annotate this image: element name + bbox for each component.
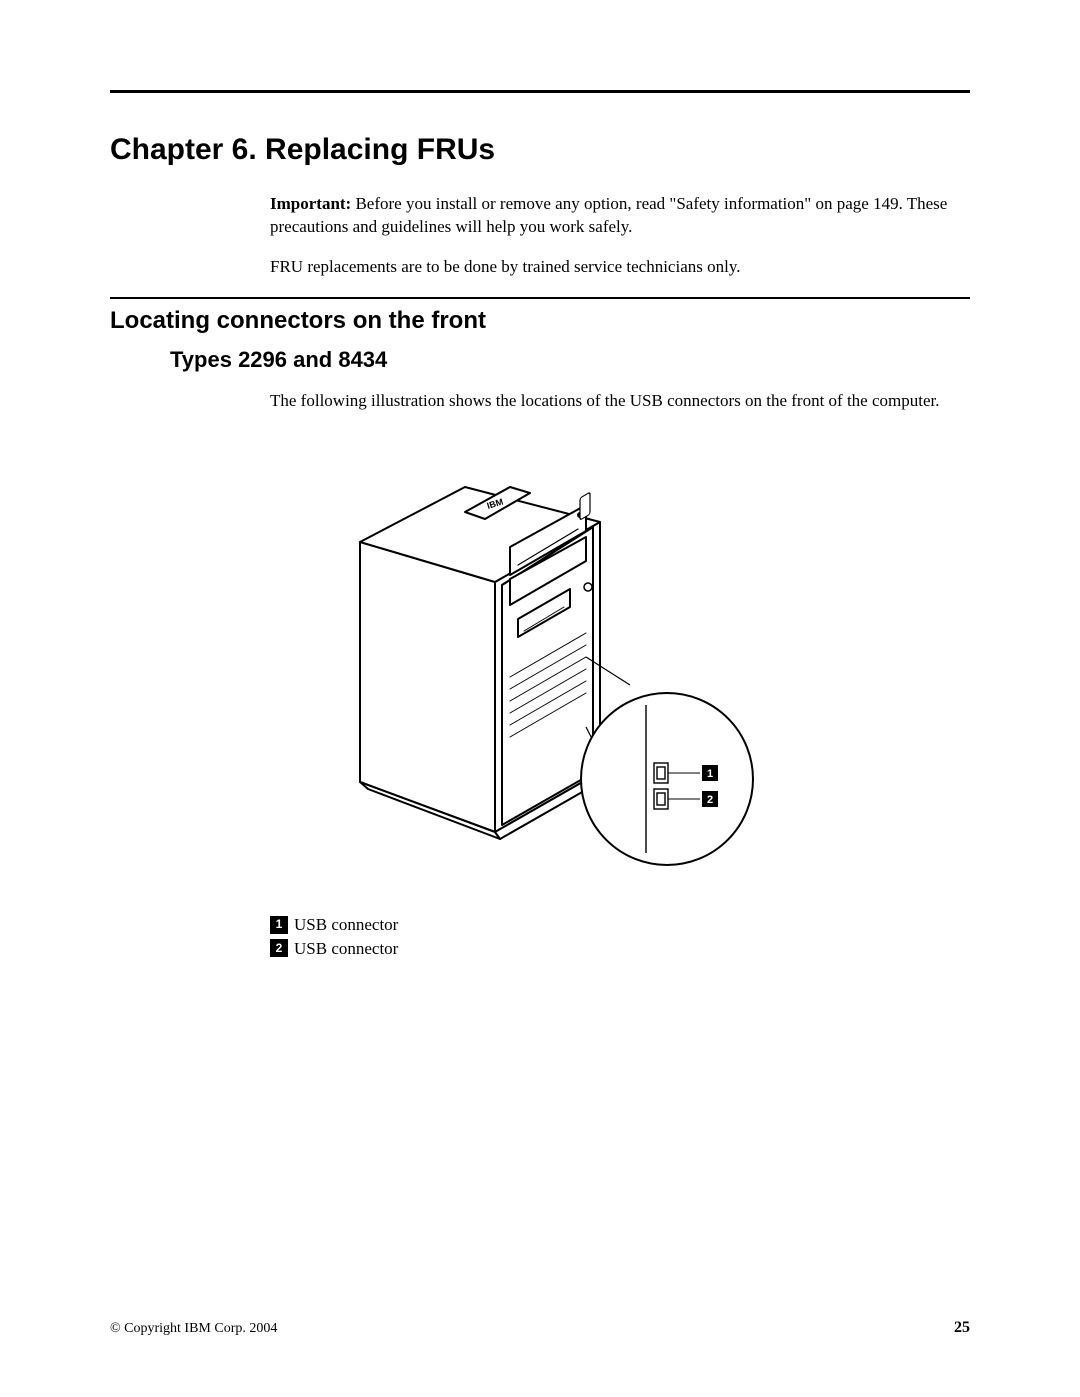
chapter-title: Chapter 6. Replacing FRUs [110, 133, 970, 167]
intro-fru-note: FRU replacements are to be done by train… [270, 256, 970, 279]
legend-row-2: 2 USB connector [270, 937, 970, 961]
callout-badge-1: 1 [707, 768, 713, 780]
page-footer: © Copyright IBM Corp. 2004 25 [110, 1319, 970, 1337]
subsection-title: Types 2296 and 8434 [170, 347, 970, 373]
section-title: Locating connectors on the front [110, 307, 970, 335]
legend-badge-2: 2 [270, 939, 288, 957]
legend-label-2: USB connector [294, 937, 398, 961]
copyright-text: © Copyright IBM Corp. 2004 [110, 1321, 277, 1337]
top-divider [110, 90, 970, 93]
legend-badge-1: 1 [270, 916, 288, 934]
legend-row-1: 1 USB connector [270, 913, 970, 937]
page-number: 25 [954, 1319, 970, 1337]
important-label: Important: [270, 194, 351, 213]
important-text: Before you install or remove any option,… [270, 194, 947, 236]
tower-svg: IBM [270, 427, 830, 897]
section-divider [110, 297, 970, 299]
callout-badge-2: 2 [707, 794, 713, 806]
subsection-body: The following illustration shows the loc… [270, 390, 970, 413]
intro-important: Important: Before you install or remove … [270, 193, 970, 239]
legend-label-1: USB connector [294, 913, 398, 937]
document-page: Chapter 6. Replacing FRUs Important: Bef… [0, 0, 1080, 1397]
computer-illustration: IBM [270, 427, 830, 897]
illustration-legend: 1 USB connector 2 USB connector [270, 913, 970, 961]
